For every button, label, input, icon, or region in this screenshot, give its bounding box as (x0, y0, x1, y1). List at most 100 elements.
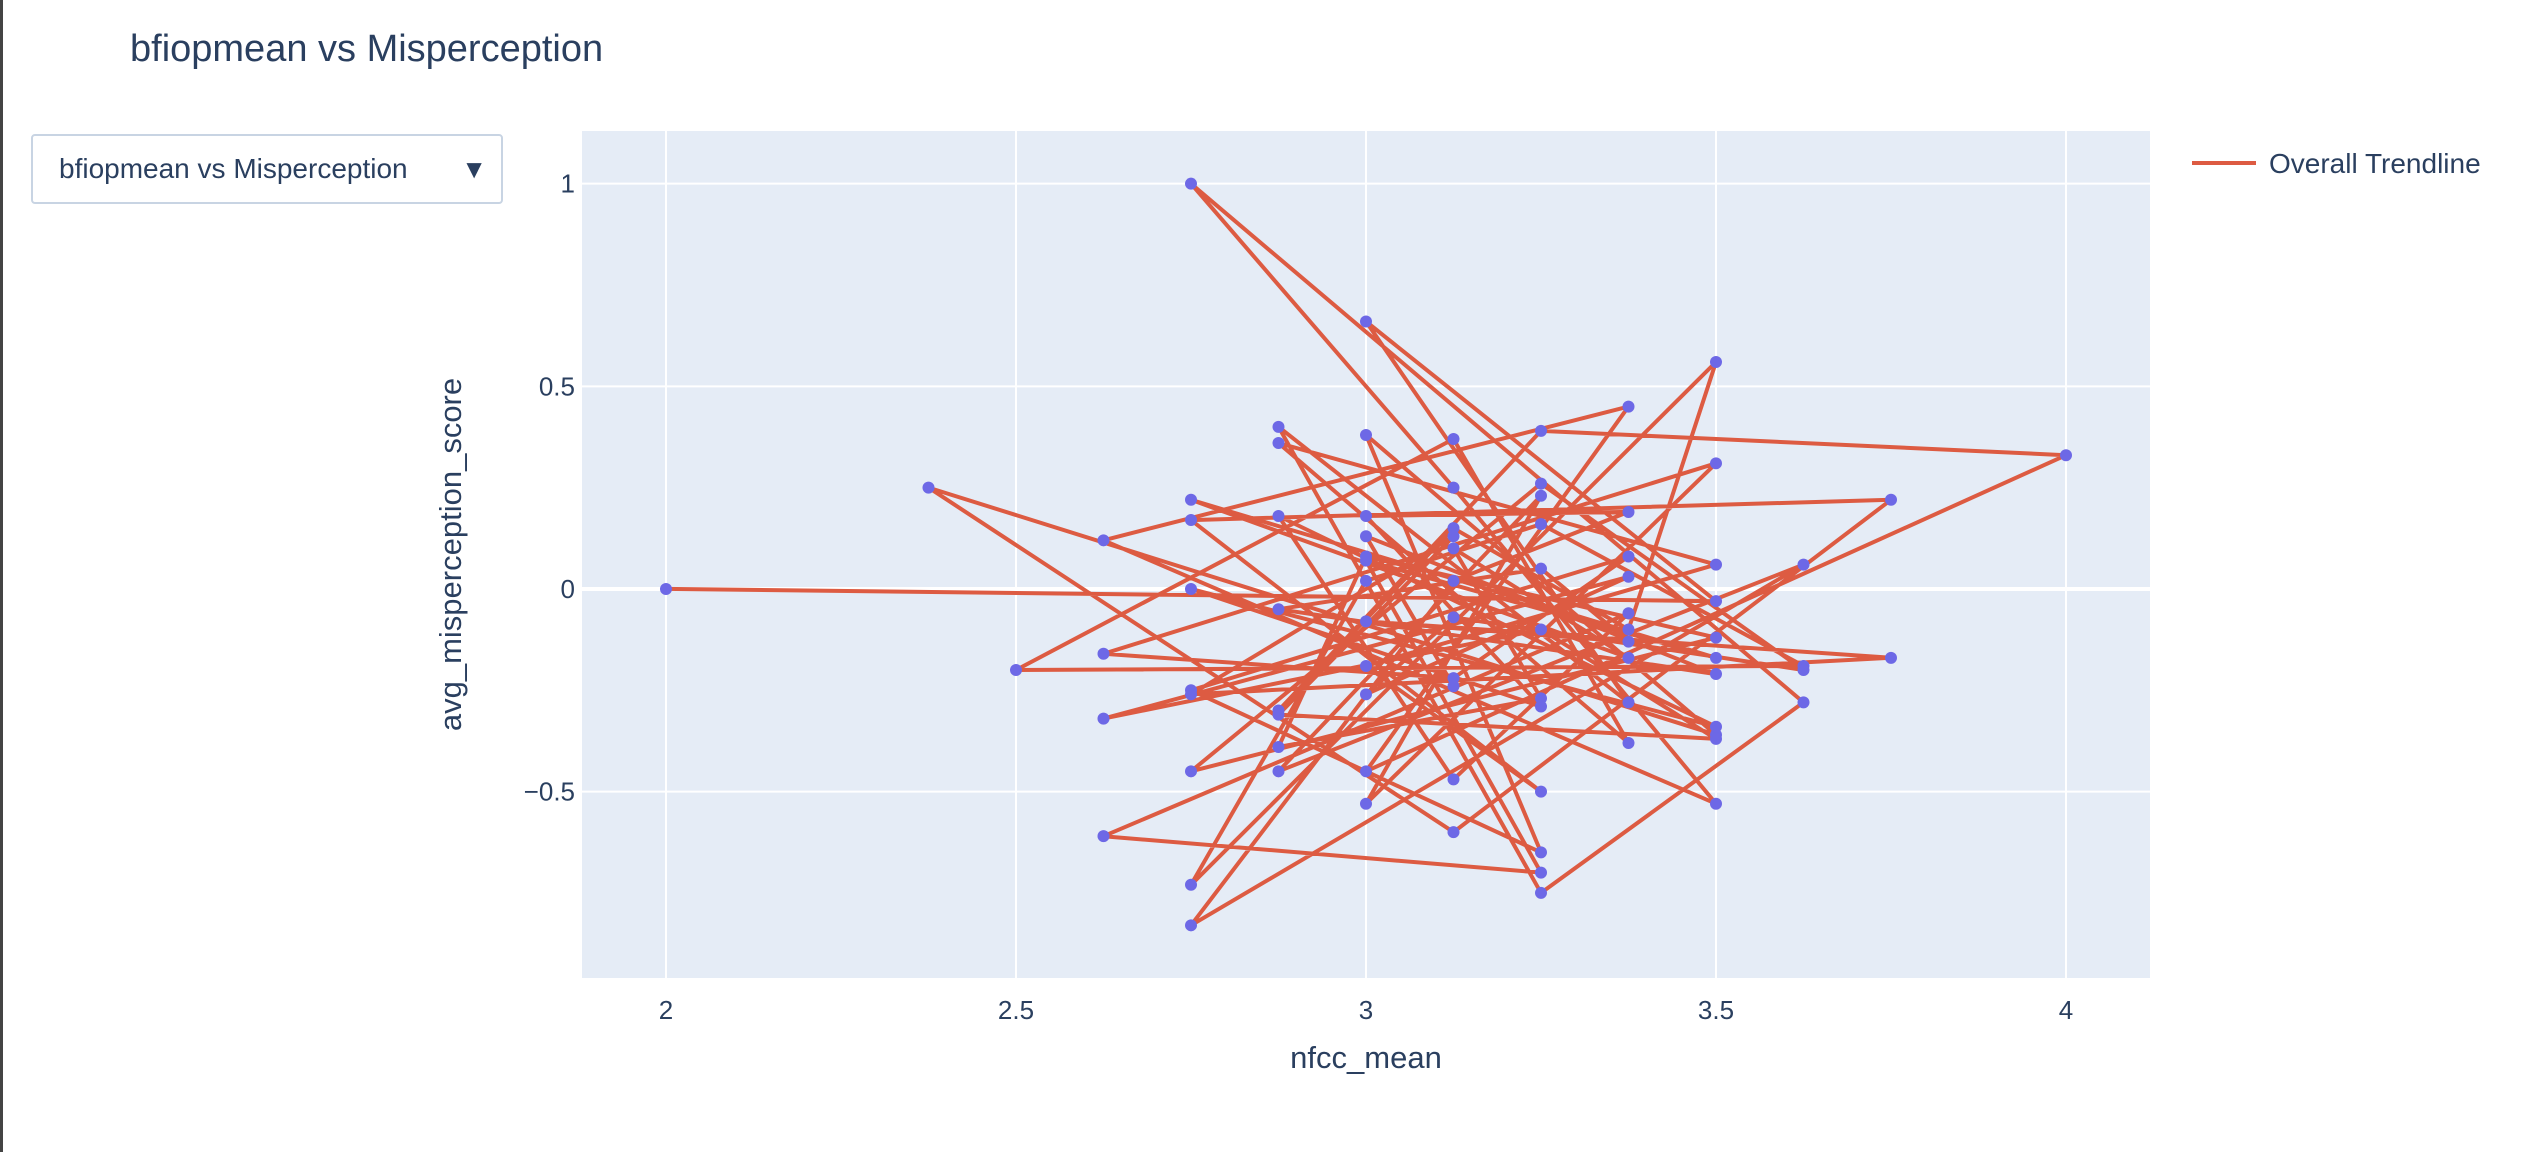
data-point[interactable] (1622, 623, 1635, 636)
y-tick-label: 1 (561, 169, 575, 199)
data-point[interactable] (1097, 647, 1110, 660)
data-point[interactable] (1360, 550, 1372, 563)
data-point[interactable] (1097, 534, 1110, 547)
data-point[interactable] (1010, 664, 1022, 676)
data-point[interactable] (1622, 607, 1635, 620)
axis-ticks: 2 2.5 3 3.5 4 1 0.5 0 −0.5 (524, 169, 2074, 1025)
data-point[interactable] (1360, 765, 1372, 778)
data-point[interactable] (1622, 651, 1635, 664)
data-point[interactable] (1797, 558, 1810, 571)
data-point[interactable] (1272, 603, 1285, 616)
data-point[interactable] (1710, 631, 1722, 644)
chevron-down-icon: ▼ (461, 154, 487, 184)
data-point[interactable] (1360, 530, 1372, 543)
data-point[interactable] (1535, 477, 1547, 490)
data-point[interactable] (1272, 708, 1285, 721)
data-point[interactable] (1535, 623, 1547, 636)
data-point[interactable] (1360, 574, 1372, 587)
data-point[interactable] (1447, 530, 1460, 543)
y-tick-label: −0.5 (524, 777, 575, 807)
data-point[interactable] (1535, 866, 1547, 879)
data-point[interactable] (1447, 773, 1460, 786)
data-point[interactable] (1710, 558, 1722, 571)
data-point[interactable] (1622, 550, 1635, 563)
data-point[interactable] (1622, 400, 1635, 413)
data-point[interactable] (2060, 449, 2072, 462)
data-point[interactable] (1185, 878, 1197, 891)
data-point[interactable] (1360, 510, 1372, 522)
x-axis-title: nfcc_mean (1290, 1040, 1442, 1075)
data-point[interactable] (1535, 785, 1547, 798)
y-tick-label: 0 (561, 574, 575, 604)
data-point[interactable] (1535, 562, 1547, 575)
series-markers (660, 177, 2072, 932)
data-point[interactable] (1185, 582, 1197, 595)
data-point[interactable] (1447, 680, 1460, 693)
data-point[interactable] (1447, 574, 1460, 587)
data-point[interactable] (1885, 651, 1897, 664)
data-point[interactable] (1710, 457, 1722, 470)
data-point[interactable] (1447, 542, 1460, 555)
data-point[interactable] (1272, 741, 1285, 753)
x-tick-label: 4 (2059, 995, 2073, 1025)
legend[interactable]: Overall Trendline (2192, 148, 2481, 179)
window-left-border (0, 0, 3, 1152)
data-point[interactable] (1710, 595, 1722, 608)
data-point[interactable] (1185, 177, 1197, 190)
data-point[interactable] (1185, 514, 1197, 527)
data-point[interactable] (922, 481, 935, 494)
data-point[interactable] (1447, 611, 1460, 624)
data-point[interactable] (1272, 510, 1285, 522)
legend-label: Overall Trendline (2269, 148, 2481, 179)
data-point[interactable] (1535, 692, 1547, 705)
y-tick-label: 0.5 (539, 371, 575, 401)
data-point[interactable] (1447, 433, 1460, 445)
data-point[interactable] (1622, 696, 1635, 709)
data-point[interactable] (660, 582, 672, 595)
data-point[interactable] (1272, 765, 1285, 778)
x-tick-label: 2.5 (998, 995, 1034, 1025)
data-point[interactable] (1710, 797, 1722, 810)
data-point[interactable] (1710, 668, 1722, 681)
data-point[interactable] (1185, 919, 1197, 932)
data-point[interactable] (1447, 826, 1460, 839)
data-point[interactable] (1535, 424, 1547, 437)
data-point[interactable] (1885, 493, 1897, 506)
data-point[interactable] (1622, 736, 1635, 749)
data-point[interactable] (1622, 570, 1635, 583)
data-point[interactable] (1447, 481, 1460, 494)
data-point[interactable] (1185, 688, 1197, 701)
data-point[interactable] (1185, 493, 1197, 506)
y-axis-title: avg_misperception_score (433, 378, 468, 731)
data-point[interactable] (1097, 830, 1110, 843)
chart-selector-dropdown[interactable]: bfiopmean vs Misperception ▼ (31, 134, 503, 204)
data-point[interactable] (1097, 712, 1110, 725)
data-point[interactable] (1360, 688, 1372, 701)
data-point[interactable] (1797, 696, 1810, 709)
data-point[interactable] (1710, 732, 1722, 745)
data-point[interactable] (1710, 651, 1722, 664)
x-tick-label: 3 (1359, 995, 1373, 1025)
dropdown-selected-label: bfiopmean vs Misperception (59, 153, 408, 184)
data-point[interactable] (1710, 356, 1722, 368)
data-point[interactable] (1622, 635, 1635, 648)
data-point[interactable] (1360, 315, 1372, 328)
x-tick-label: 3.5 (1698, 995, 1734, 1025)
data-point[interactable] (1797, 664, 1810, 676)
data-point[interactable] (1272, 437, 1285, 450)
x-tick-label: 2 (659, 995, 673, 1025)
data-point[interactable] (1360, 428, 1372, 441)
page-title: bfiopmean vs Misperception (130, 28, 604, 70)
data-point[interactable] (1272, 420, 1285, 433)
data-point[interactable] (1360, 797, 1372, 810)
data-point[interactable] (1360, 615, 1372, 628)
data-point[interactable] (1710, 720, 1722, 733)
data-point[interactable] (1185, 765, 1197, 778)
data-point[interactable] (1535, 489, 1547, 502)
data-point[interactable] (1622, 505, 1635, 518)
data-point[interactable] (1535, 518, 1547, 531)
data-point[interactable] (1535, 846, 1547, 859)
data-point[interactable] (1535, 886, 1547, 899)
data-point[interactable] (1360, 659, 1372, 672)
